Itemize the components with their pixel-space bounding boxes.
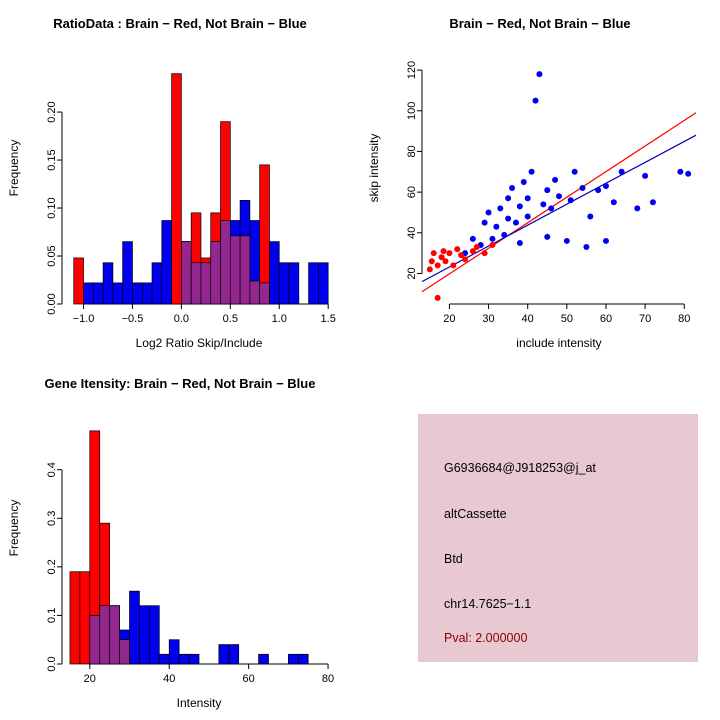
chart-svg: 20 40 60 80 0.0 0.1 0.2 0.3 0.4 [46, 430, 334, 685]
info-line-probe-id: G6936684@J918253@j_at [444, 461, 596, 475]
panel-intensity-scatter: Brain − Red, Not Brain − Blue skip inten… [360, 0, 720, 360]
svg-text:−0.5: −0.5 [122, 313, 144, 324]
svg-text:120: 120 [406, 61, 418, 79]
svg-text:0.1: 0.1 [46, 608, 58, 623]
svg-text:50: 50 [561, 313, 573, 324]
ratio-hist-xlabel: Log2 Ratio Skip/Include [135, 336, 263, 350]
svg-text:20: 20 [84, 673, 96, 684]
svg-text:20: 20 [406, 267, 418, 279]
svg-text:70: 70 [639, 313, 651, 324]
scatter-xlabel: include intensity [516, 336, 602, 350]
gene-hist-canvas: 20 40 60 80 0.0 0.1 0.2 0.3 0.4 [0, 394, 360, 685]
gene-info-box: G6936684@J918253@j_at altCassette Btd chr14… [418, 414, 698, 662]
svg-text:0.15: 0.15 [46, 149, 58, 170]
svg-text:0.05: 0.05 [46, 245, 58, 266]
svg-text:40: 40 [163, 673, 175, 684]
scatter-canvas: 20 30 40 50 60 70 80 20 40 60 80 100 120 [360, 34, 720, 325]
chart-svg: 20 30 40 50 60 70 80 20 40 60 80 100 120 [406, 61, 697, 325]
panel-ratio-histogram: RatioData : Brain − Red, Not Brain − Blu… [0, 0, 360, 360]
svg-text:80: 80 [322, 673, 334, 684]
svg-text:60: 60 [600, 313, 612, 324]
gene-hist-xlabel: Intensity [176, 696, 222, 710]
chart-svg: −1.0 −0.5 0.0 0.5 1.0 1.5 0.00 0.05 0.10 0.15 0.20 [46, 73, 336, 325]
svg-text:40: 40 [522, 313, 534, 324]
svg-text:80: 80 [678, 313, 690, 324]
ratio-hist-canvas: −1.0 −0.5 0.0 0.5 1.0 1.5 0.00 0.05 0.10 0.15 0.20 [0, 34, 360, 325]
svg-text:0.2: 0.2 [46, 559, 58, 574]
svg-text:60: 60 [243, 673, 255, 684]
gene-hist-title: Gene Itensity: Brain − Red, Not Brain − … [44, 376, 316, 391]
scatter-title: Brain − Red, Not Brain − Blue [449, 16, 631, 31]
svg-text:20: 20 [443, 313, 455, 324]
svg-text:60: 60 [406, 186, 418, 198]
svg-text:1.0: 1.0 [272, 313, 287, 324]
info-line-pvalue: Pval: 2.000000 [444, 631, 528, 645]
svg-text:0.3: 0.3 [46, 511, 58, 526]
panel-gene-info: G6936684@J918253@j_at altCassette Btd chr14… [360, 360, 720, 720]
svg-text:0.4: 0.4 [46, 462, 58, 477]
info-line-event-type: altCassette [444, 507, 507, 521]
info-line-genomic-location: chr14.7625−1.1 [444, 597, 532, 611]
svg-text:0.20: 0.20 [46, 101, 58, 122]
info-line-gene-symbol: Btd [444, 552, 463, 566]
svg-text:0.00: 0.00 [46, 293, 58, 314]
svg-text:0.10: 0.10 [46, 197, 58, 218]
svg-text:100: 100 [406, 102, 418, 120]
panel-gene-intensity-histogram: Gene Itensity: Brain − Red, Not Brain − … [0, 360, 360, 720]
svg-text:80: 80 [406, 145, 418, 157]
svg-text:1.5: 1.5 [321, 313, 336, 324]
svg-text:40: 40 [406, 227, 418, 239]
svg-text:0.5: 0.5 [223, 313, 238, 324]
svg-text:0.0: 0.0 [46, 656, 58, 671]
ratio-hist-title: RatioData : Brain − Red, Not Brain − Blu… [53, 16, 307, 31]
svg-text:−1.0: −1.0 [73, 313, 95, 324]
svg-text:0.0: 0.0 [174, 313, 189, 324]
svg-text:30: 30 [482, 313, 494, 324]
